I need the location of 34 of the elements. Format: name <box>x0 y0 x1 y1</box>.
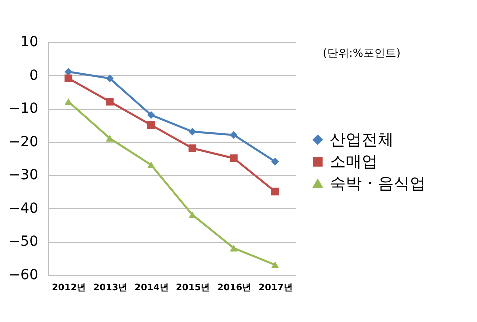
y-tick-label: −50 <box>8 234 38 250</box>
y-tick-label: 10 <box>20 34 38 50</box>
y-tick-label: −60 <box>8 268 38 284</box>
legend-label: 산업전체 <box>330 130 394 149</box>
point <box>106 135 114 142</box>
point <box>106 98 114 106</box>
y-tick-label: 0 <box>30 68 38 84</box>
point <box>147 162 156 169</box>
point <box>188 128 197 136</box>
x-tick-label: 2013년 <box>93 284 128 294</box>
y-tick-label: −30 <box>8 168 38 184</box>
y-tick-label: −10 <box>8 101 38 118</box>
point <box>147 121 156 130</box>
point <box>271 188 280 196</box>
x-tick-label: 2012년 <box>52 284 86 294</box>
y-tick-label: −20 <box>8 134 38 150</box>
point <box>64 68 73 76</box>
point <box>188 144 197 152</box>
x-tick-label: 2016년 <box>217 284 252 294</box>
legend-label: 숙박・음식업 <box>330 174 426 193</box>
point <box>147 111 156 120</box>
point <box>230 131 238 140</box>
legend-label: 소매업 <box>330 152 378 171</box>
y-tick-label: −40 <box>8 200 38 217</box>
x-tick-label: 2015년 <box>176 284 210 294</box>
point <box>271 158 280 166</box>
point <box>230 154 238 162</box>
point <box>271 262 280 268</box>
x-tick-label: 2014년 <box>134 284 169 294</box>
text: (단위:%포인트) <box>323 47 401 60</box>
point <box>230 245 238 252</box>
point <box>106 74 114 82</box>
x-tick-label: 2017년 <box>258 284 293 294</box>
point <box>64 74 73 82</box>
